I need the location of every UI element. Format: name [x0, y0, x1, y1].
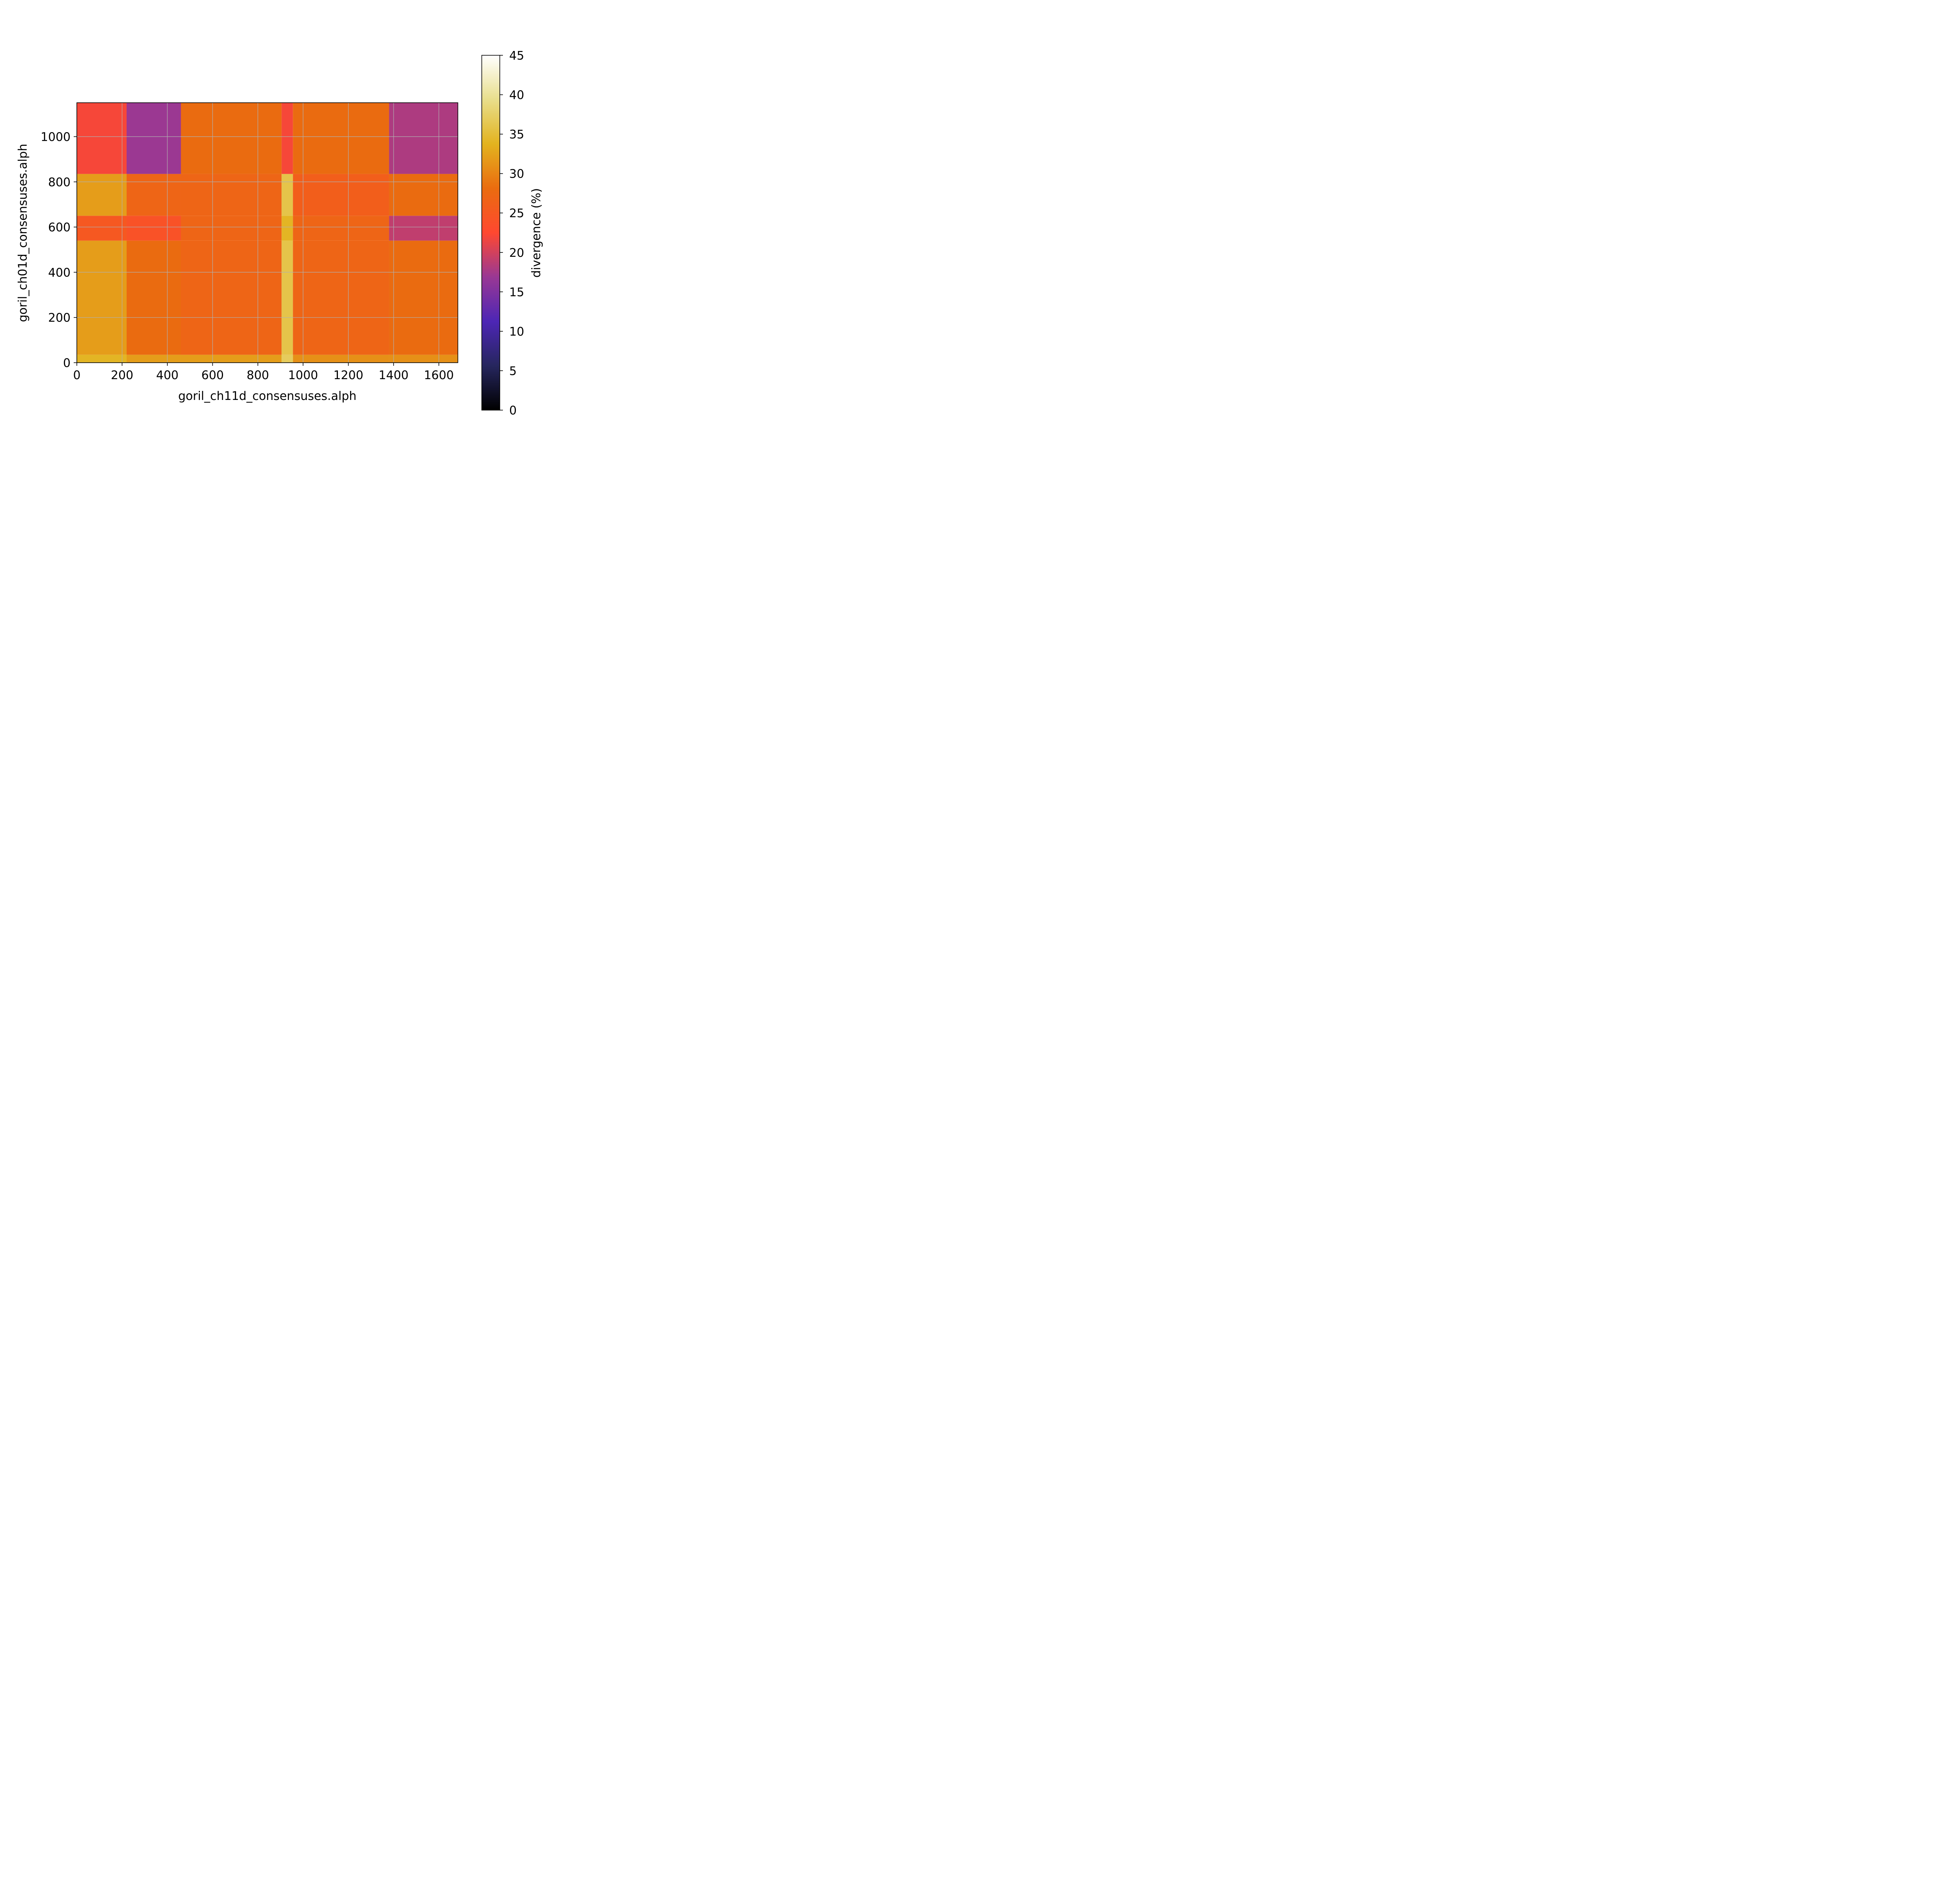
colorbar-ticks: 0 5 10 15 20 25 30 35 40 45: [500, 49, 524, 418]
plot-frame: [76, 102, 458, 363]
heatmap-cell: [281, 354, 293, 363]
heatmap-cell: [77, 174, 127, 216]
heatmap-cell: [181, 174, 282, 216]
heatmap-cell: [281, 240, 293, 355]
x-axis-ticks: 0 200 400 600 800 1000 1200 1400 1600: [73, 363, 454, 382]
y-tick-label: 400: [48, 266, 71, 280]
heatmap-chart: 0 200 400 600 800 1000 1200 1400 1600 0200400600…: [16, 49, 543, 418]
heatmap-cell: [281, 174, 293, 216]
heatmap-cell: [77, 354, 127, 363]
colorbar-tick-label: 25: [509, 207, 524, 220]
heatmap-cell: [181, 216, 282, 241]
heatmap-cell: [181, 354, 282, 363]
x-axis-label: goril_ch11d_consensuses.alph: [178, 389, 357, 403]
heatmap-cell: [293, 103, 389, 174]
colorbar-tick-label: 20: [509, 246, 524, 260]
y-tick-label: 1000: [41, 130, 71, 144]
x-tick-label: 1200: [333, 369, 363, 382]
heatmap-cell: [293, 354, 389, 363]
y-tick-label: 800: [48, 176, 71, 189]
y-tick-label: 0: [63, 356, 71, 370]
colorbar-tick-label: 40: [509, 89, 524, 102]
heatmap-cell: [293, 240, 389, 355]
y-axis-ticks: 0 200 400 600 800 1000: [41, 130, 77, 370]
heatmap-cell: [293, 174, 389, 216]
colorbar-tick-label: 0: [509, 404, 517, 418]
heatmap-cell: [126, 103, 181, 174]
heatmap-cell: [77, 216, 127, 241]
y-tick-label: 600: [48, 221, 71, 234]
heatmap-cell: [181, 103, 282, 174]
x-tick-label: 800: [247, 369, 269, 382]
colorbar: [481, 55, 500, 411]
heatmap-cell: [389, 216, 458, 241]
colorbar-tick-label: 45: [509, 49, 524, 63]
heatmap-cell: [126, 216, 181, 241]
heatmap-cell: [389, 354, 458, 363]
colorbar-tick-label: 35: [509, 128, 524, 142]
heatmap-cell: [77, 240, 127, 355]
y-axis-label: goril_ch01d_consensuses.alph: [16, 144, 30, 322]
x-tick-label: 400: [156, 369, 178, 382]
heatmap-cells: [77, 103, 458, 363]
heatmap-cell: [293, 216, 389, 241]
heatmap-cell: [281, 216, 293, 241]
x-tick-label: 1600: [424, 369, 454, 382]
colorbar-tick-label: 30: [509, 167, 524, 181]
dotplot-figure: 0 200 400 600 800 1000 1200 1400 1600 0 200 400 600…: [0, 0, 606, 456]
heatmap-cell: [126, 240, 181, 355]
x-tick-label: 1000: [288, 369, 318, 382]
heatmap-cell: [389, 103, 458, 174]
heatmap-cell: [389, 240, 458, 355]
x-tick-label: 0: [73, 369, 80, 382]
colorbar-label: divergence (%): [530, 188, 543, 278]
colorbar-tick-label: 15: [509, 285, 524, 299]
y-tick-label: 200: [48, 311, 71, 325]
heatmap-cell: [181, 240, 282, 355]
heatmap-cell: [126, 174, 181, 216]
heatmap-cell: [77, 103, 127, 174]
heatmap-cell: [281, 103, 293, 174]
colorbar-tick-label: 10: [509, 325, 524, 339]
grid-lines: [76, 103, 458, 363]
x-tick-label: 600: [201, 369, 224, 382]
heatmap-cell: [389, 174, 458, 216]
x-tick-label: 200: [111, 369, 133, 382]
x-tick-label: 1400: [379, 369, 408, 382]
heatmap-cell: [126, 354, 181, 363]
colorbar-tick-label: 5: [509, 364, 517, 378]
